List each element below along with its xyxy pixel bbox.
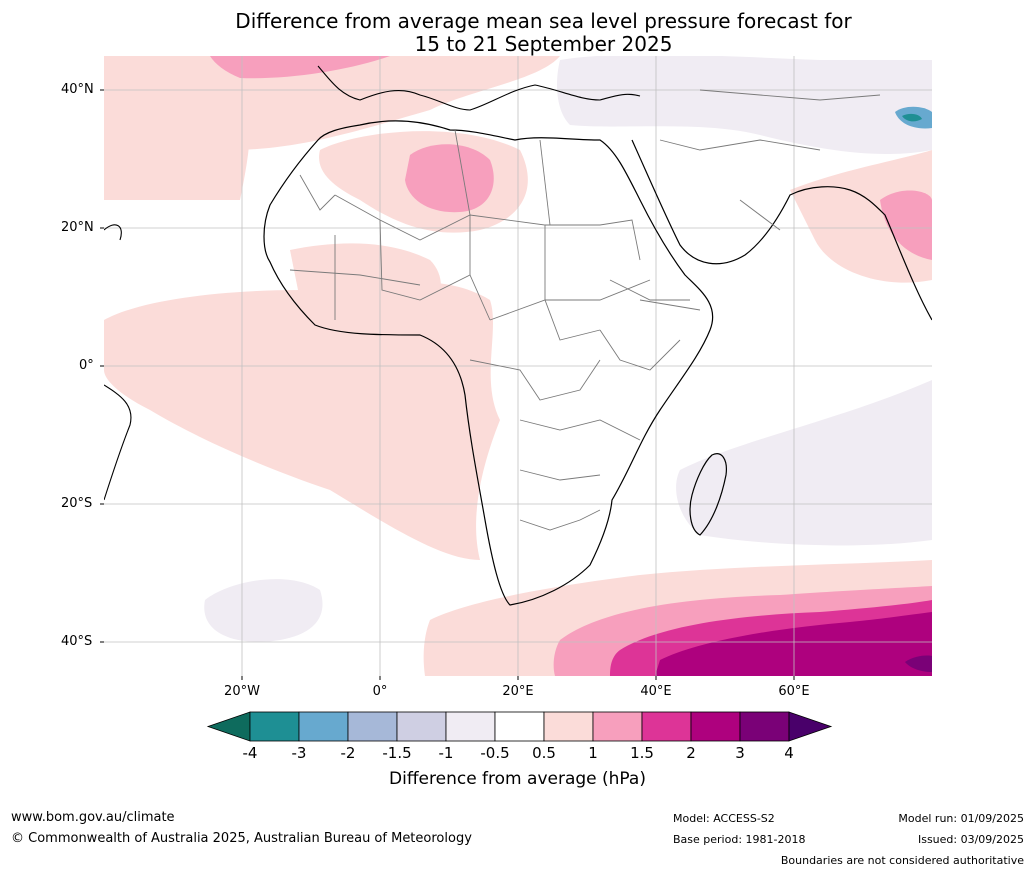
anomaly-region-arabia	[790, 150, 932, 283]
colorbar-segment	[347, 711, 398, 742]
lon-label-40e: 40°E	[640, 684, 672, 699]
colorbar-segment	[445, 711, 496, 742]
axis-ticks	[100, 89, 795, 680]
chart-title: Difference from average mean sea level p…	[0, 10, 1035, 56]
anomaly-region-south-atlantic-negative	[204, 579, 323, 642]
anomaly-region-caspian-core	[902, 113, 922, 122]
lat-label-40n: 40°N	[61, 82, 94, 97]
colorbar-tick-label: 1.5	[630, 744, 654, 762]
colorbar-segment	[690, 711, 741, 742]
anomaly-region-west-africa	[290, 243, 441, 324]
title-line-1: Difference from average mean sea level p…	[235, 9, 852, 33]
coastline-europe	[317, 65, 641, 111]
coastline-west-atlantic	[104, 224, 122, 241]
colorbar-tick-label: 4	[784, 744, 794, 762]
footer-base-period: Base period: 1981-2018	[673, 833, 806, 846]
colorbar-segment	[739, 711, 790, 742]
lon-label-0: 0°	[372, 684, 388, 699]
lon-label-20e: 20°E	[502, 684, 534, 699]
coastline-south-america	[104, 384, 132, 501]
colorbar-tick-label: -2	[340, 744, 356, 762]
colorbar-tick-label: 3	[735, 744, 745, 762]
lat-label-equator: 0°	[79, 358, 94, 373]
country-borders	[289, 89, 881, 531]
colorbar-label: Difference from average (hPa)	[389, 769, 646, 789]
lat-label-40s: 40°S	[61, 634, 93, 649]
anomaly-region-north-top	[210, 56, 390, 79]
anomaly-region-atlantic-equatorial	[104, 281, 500, 560]
colorbar-segment	[396, 711, 447, 742]
colorbar-extend-high	[788, 711, 833, 742]
title-line-2: 15 to 21 September 2025	[414, 32, 673, 56]
footer-copyright: © Commonwealth of Australia 2025, Austra…	[11, 831, 472, 846]
anomaly-region-india	[880, 190, 932, 260]
colorbar-segment	[298, 711, 349, 742]
colorbar-segment	[249, 711, 300, 742]
colorbar-tick-label: -0.5	[480, 744, 510, 762]
colorbar-segment	[641, 711, 692, 742]
footer-issued: Issued: 03/09/2025	[917, 833, 1024, 846]
colorbar-segment	[543, 711, 594, 742]
colorbar-segment	[592, 711, 643, 742]
anomaly-region-sahara-core	[405, 144, 494, 213]
coastline-madagascar	[689, 453, 727, 536]
anomaly-region-mediterranean	[150, 56, 560, 150]
anomaly-region-southern-ocean-core	[905, 655, 932, 672]
colorbar-tick-label: 0.5	[532, 744, 556, 762]
coastline-africa	[263, 120, 714, 606]
colorbar-segment	[494, 711, 545, 742]
graticule	[104, 56, 932, 676]
colorbar-tick-label: -3	[291, 744, 307, 762]
coastline-arabia	[631, 139, 932, 321]
colorbar-tick-label: 2	[686, 744, 696, 762]
footer-model-run: Model run: 01/09/2025	[898, 812, 1024, 825]
colorbar-tick-label: -1.5	[382, 744, 412, 762]
colorbar-extend-low	[206, 711, 251, 742]
footer-website: www.bom.gov.au/climate	[11, 810, 175, 825]
anomaly-region-southern-ocean-dark	[655, 612, 932, 676]
lat-label-20n: 20°N	[61, 220, 94, 235]
footer-model: Model: ACCESS-S2	[673, 812, 775, 825]
colorbar-tick-label: -1	[438, 744, 454, 762]
colorbar-tick-label: 1	[588, 744, 598, 762]
lon-label-20w: 20°W	[224, 684, 260, 699]
colorbar-tick-label: -4	[242, 744, 258, 762]
lon-label-60e: 60°E	[778, 684, 810, 699]
anomaly-region-east-med-negative	[557, 56, 932, 155]
lat-label-20s: 20°S	[61, 496, 93, 511]
footer-boundaries: Boundaries are not considered authoritat…	[780, 854, 1024, 867]
colorbar	[206, 711, 833, 742]
map-area	[104, 56, 932, 676]
